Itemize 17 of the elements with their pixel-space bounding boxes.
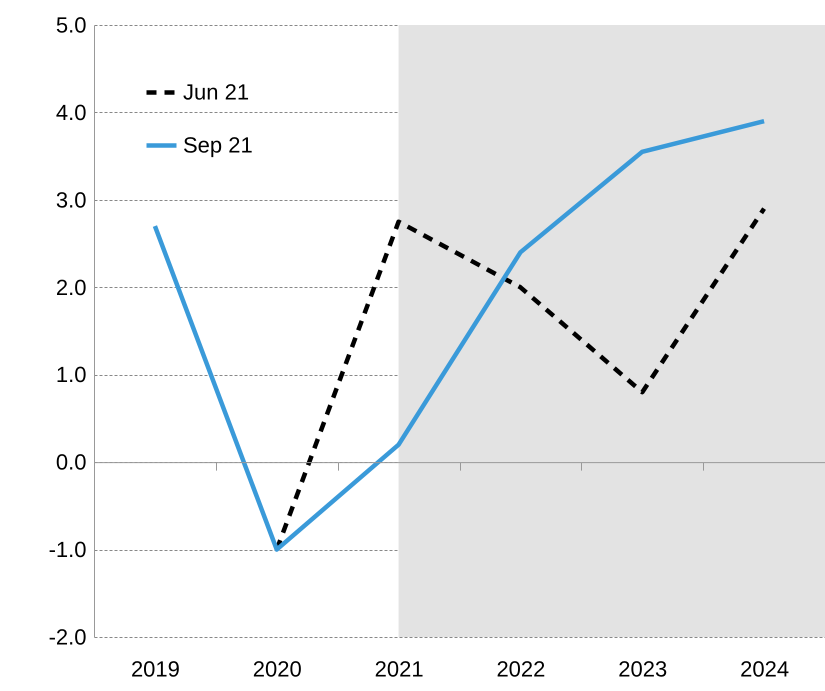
y-tick-label: -1.0 (48, 537, 86, 562)
line-series (152, 118, 766, 552)
x-tick-label: 2023 (618, 656, 668, 682)
y-tick-label: -2.0 (48, 624, 86, 650)
x-tick-label: 2024 (740, 656, 790, 682)
y-tick-label: 2.0 (56, 274, 86, 300)
legend-label: Jun 21 (183, 80, 250, 104)
x-tick-label: 2022 (496, 656, 546, 682)
y-tick-label: 0.0 (56, 450, 86, 475)
y-tick-label: 4.0 (56, 100, 86, 125)
legend-label: Sep 21 (183, 132, 253, 158)
x-tick-label: 2020 (252, 656, 302, 682)
y-tick-label: 1.0 (56, 362, 86, 388)
x-tick-label: 2019 (130, 656, 180, 682)
x-tick-label: 2021 (374, 656, 424, 682)
y-tick-label: 3.0 (56, 187, 86, 212)
y-tick-label: 5.0 (56, 12, 86, 38)
